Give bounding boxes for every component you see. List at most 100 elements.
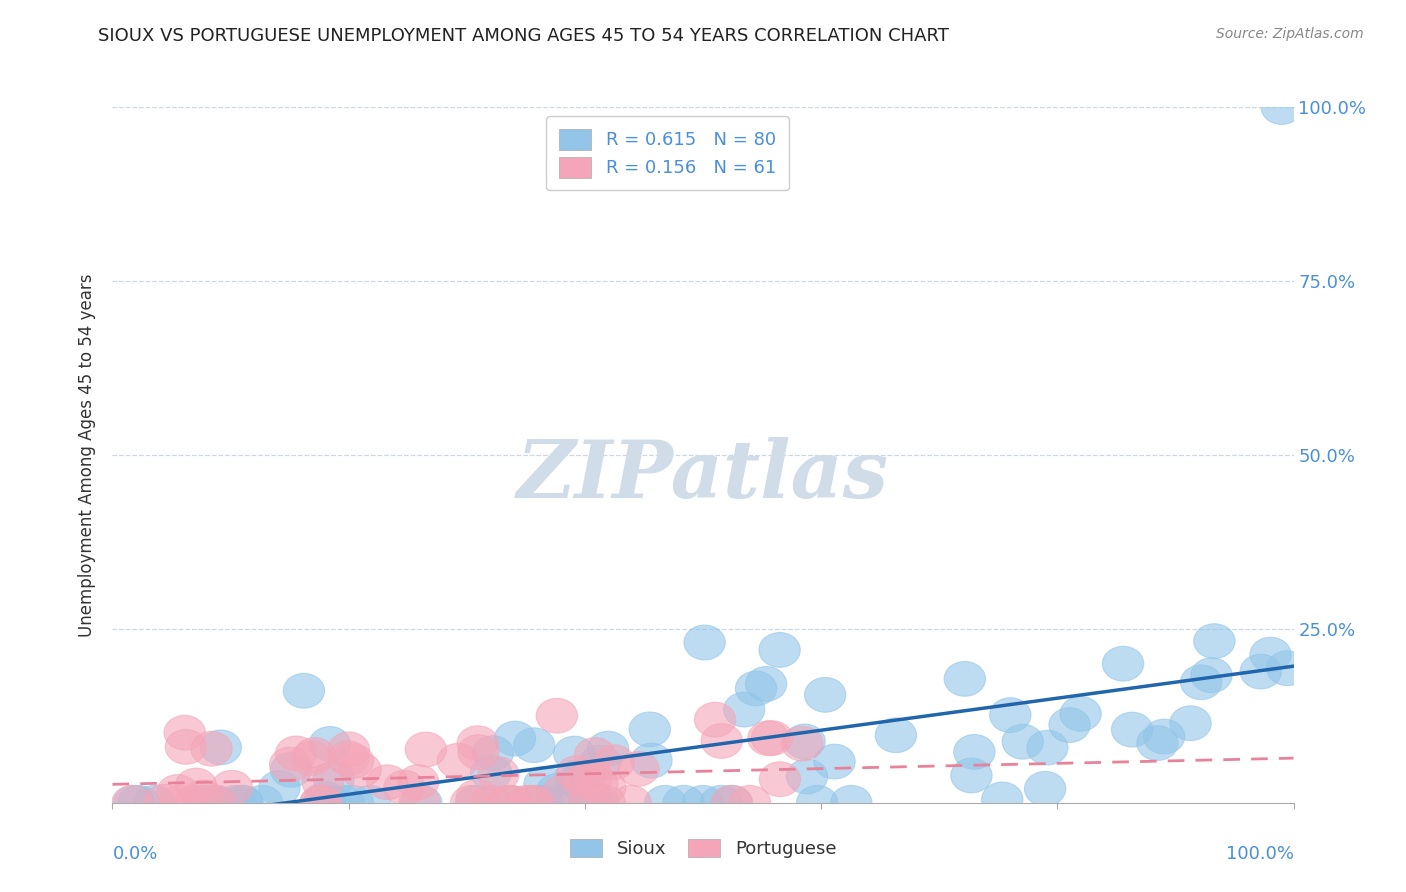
Text: Source: ZipAtlas.com: Source: ZipAtlas.com	[1216, 27, 1364, 41]
Ellipse shape	[176, 768, 217, 803]
Ellipse shape	[517, 786, 560, 821]
Ellipse shape	[299, 786, 342, 821]
Ellipse shape	[943, 662, 986, 697]
Ellipse shape	[711, 786, 752, 821]
Ellipse shape	[1002, 724, 1043, 759]
Ellipse shape	[332, 744, 374, 779]
Ellipse shape	[1250, 637, 1291, 672]
Ellipse shape	[314, 762, 354, 797]
Ellipse shape	[1049, 707, 1090, 742]
Ellipse shape	[711, 786, 752, 821]
Ellipse shape	[782, 726, 823, 761]
Ellipse shape	[588, 731, 628, 766]
Ellipse shape	[328, 732, 370, 767]
Y-axis label: Unemployment Among Ages 45 to 54 years: Unemployment Among Ages 45 to 54 years	[77, 273, 96, 637]
Ellipse shape	[683, 625, 725, 660]
Ellipse shape	[215, 786, 256, 821]
Ellipse shape	[211, 771, 253, 805]
Ellipse shape	[1240, 654, 1281, 689]
Ellipse shape	[735, 671, 776, 706]
Ellipse shape	[222, 786, 263, 821]
Ellipse shape	[456, 786, 496, 821]
Ellipse shape	[506, 786, 547, 821]
Ellipse shape	[1026, 731, 1069, 765]
Ellipse shape	[194, 786, 236, 821]
Ellipse shape	[134, 786, 176, 821]
Ellipse shape	[1261, 89, 1302, 124]
Ellipse shape	[536, 698, 578, 733]
Ellipse shape	[332, 786, 374, 821]
Ellipse shape	[270, 753, 312, 788]
Ellipse shape	[367, 764, 408, 799]
Ellipse shape	[1191, 657, 1232, 692]
Ellipse shape	[543, 775, 583, 810]
Ellipse shape	[165, 715, 205, 750]
Ellipse shape	[166, 730, 207, 764]
Ellipse shape	[157, 774, 198, 809]
Ellipse shape	[575, 738, 616, 772]
Ellipse shape	[302, 765, 343, 800]
Ellipse shape	[702, 723, 742, 758]
Ellipse shape	[309, 727, 350, 762]
Ellipse shape	[458, 735, 499, 770]
Ellipse shape	[700, 786, 741, 821]
Ellipse shape	[398, 764, 439, 799]
Ellipse shape	[183, 780, 224, 814]
Ellipse shape	[270, 747, 311, 782]
Ellipse shape	[242, 786, 283, 821]
Ellipse shape	[554, 736, 595, 771]
Ellipse shape	[579, 745, 621, 780]
Legend: R = 0.615   N = 80, R = 0.156   N = 61: R = 0.615 N = 80, R = 0.156 N = 61	[547, 116, 789, 190]
Ellipse shape	[950, 758, 993, 793]
Ellipse shape	[555, 756, 598, 790]
Ellipse shape	[1143, 719, 1185, 754]
Ellipse shape	[114, 786, 155, 821]
Ellipse shape	[176, 786, 217, 821]
Ellipse shape	[195, 786, 236, 821]
Ellipse shape	[538, 786, 581, 821]
Ellipse shape	[682, 786, 724, 821]
Ellipse shape	[695, 702, 735, 737]
Ellipse shape	[450, 786, 492, 821]
Ellipse shape	[457, 780, 498, 814]
Ellipse shape	[610, 786, 651, 821]
Ellipse shape	[524, 766, 565, 801]
Ellipse shape	[990, 698, 1031, 732]
Ellipse shape	[522, 786, 564, 821]
Ellipse shape	[509, 786, 551, 821]
Ellipse shape	[1170, 706, 1211, 740]
Ellipse shape	[814, 744, 855, 779]
Ellipse shape	[1267, 651, 1308, 686]
Ellipse shape	[323, 786, 364, 821]
Ellipse shape	[1025, 772, 1066, 806]
Ellipse shape	[558, 765, 599, 800]
Ellipse shape	[276, 736, 316, 771]
Ellipse shape	[730, 786, 770, 821]
Ellipse shape	[953, 734, 995, 769]
Ellipse shape	[981, 782, 1024, 817]
Ellipse shape	[1181, 665, 1222, 699]
Ellipse shape	[291, 741, 332, 776]
Ellipse shape	[786, 759, 828, 794]
Ellipse shape	[537, 773, 578, 808]
Ellipse shape	[745, 666, 787, 701]
Ellipse shape	[401, 786, 441, 821]
Ellipse shape	[1060, 697, 1101, 731]
Ellipse shape	[399, 786, 440, 821]
Ellipse shape	[568, 786, 609, 821]
Ellipse shape	[585, 786, 626, 821]
Ellipse shape	[631, 743, 672, 778]
Ellipse shape	[759, 632, 800, 667]
Ellipse shape	[751, 721, 793, 756]
Ellipse shape	[797, 786, 838, 821]
Ellipse shape	[478, 756, 519, 791]
Ellipse shape	[301, 786, 342, 821]
Ellipse shape	[328, 741, 368, 776]
Ellipse shape	[184, 786, 226, 821]
Ellipse shape	[724, 692, 765, 727]
Ellipse shape	[644, 786, 686, 821]
Ellipse shape	[491, 786, 533, 821]
Ellipse shape	[294, 738, 335, 772]
Ellipse shape	[457, 726, 498, 761]
Ellipse shape	[305, 781, 346, 816]
